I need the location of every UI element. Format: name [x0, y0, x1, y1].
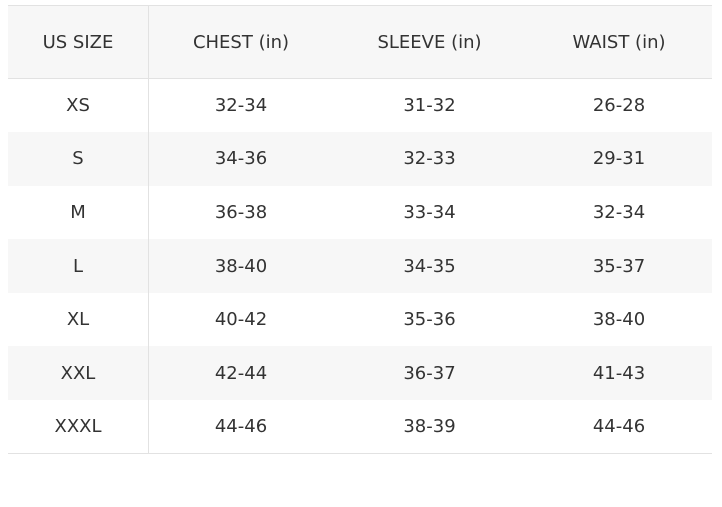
cell-waist: 35-37	[592, 255, 646, 277]
header-sleeve: SLEEVE (in)	[377, 31, 482, 53]
cell-chest: 38-40	[214, 255, 268, 277]
cell-size: L	[8, 239, 149, 293]
cell-waist: 38-40	[592, 309, 646, 331]
header-chest: CHEST (in)	[192, 31, 290, 53]
table-row: XXL 42-44 36-37 41-43	[8, 346, 712, 401]
cell-size: XL	[8, 292, 149, 347]
cell-sleeve: 34-35	[403, 255, 456, 277]
cell-sleeve: 31-32	[403, 95, 456, 117]
table-row: XS 32-34 31-32 26-28	[8, 78, 712, 133]
cell-size: M	[8, 185, 149, 240]
cell-waist: 44-46	[592, 416, 646, 438]
cell-chest: 34-36	[214, 148, 268, 170]
header-waist: WAIST (in)	[572, 31, 666, 53]
cell-chest: 44-46	[214, 416, 268, 438]
header-us-size: US SIZE	[8, 5, 149, 79]
cell-size: XXL	[8, 346, 149, 401]
size-chart-table: US SIZE CHEST (in) SLEEVE (in) WAIST (in…	[8, 5, 712, 454]
cell-size: XXXL	[8, 400, 149, 454]
cell-chest: 36-38	[214, 201, 268, 223]
cell-chest: 42-44	[214, 362, 268, 384]
table-row: L 38-40 34-35 35-37	[8, 239, 712, 293]
cell-waist: 26-28	[592, 95, 646, 117]
header-row: US SIZE CHEST (in) SLEEVE (in) WAIST (in…	[8, 5, 712, 79]
cell-sleeve: 38-39	[403, 416, 456, 438]
table-row: XXXL 44-46 38-39 44-46	[8, 400, 712, 454]
cell-size: XS	[8, 78, 149, 133]
table-row: M 36-38 33-34 32-34	[8, 185, 712, 240]
cell-sleeve: 32-33	[403, 148, 456, 170]
cell-size: S	[8, 132, 149, 186]
cell-chest: 32-34	[214, 95, 268, 117]
cell-sleeve: 33-34	[403, 201, 456, 223]
cell-waist: 29-31	[592, 148, 646, 170]
cell-waist: 41-43	[592, 362, 646, 384]
cell-chest: 40-42	[214, 309, 268, 331]
cell-sleeve: 36-37	[403, 362, 456, 384]
cell-sleeve: 35-36	[403, 309, 456, 331]
table-row: S 34-36 32-33 29-31	[8, 132, 712, 186]
table-row: XL 40-42 35-36 38-40	[8, 292, 712, 347]
cell-waist: 32-34	[592, 201, 646, 223]
